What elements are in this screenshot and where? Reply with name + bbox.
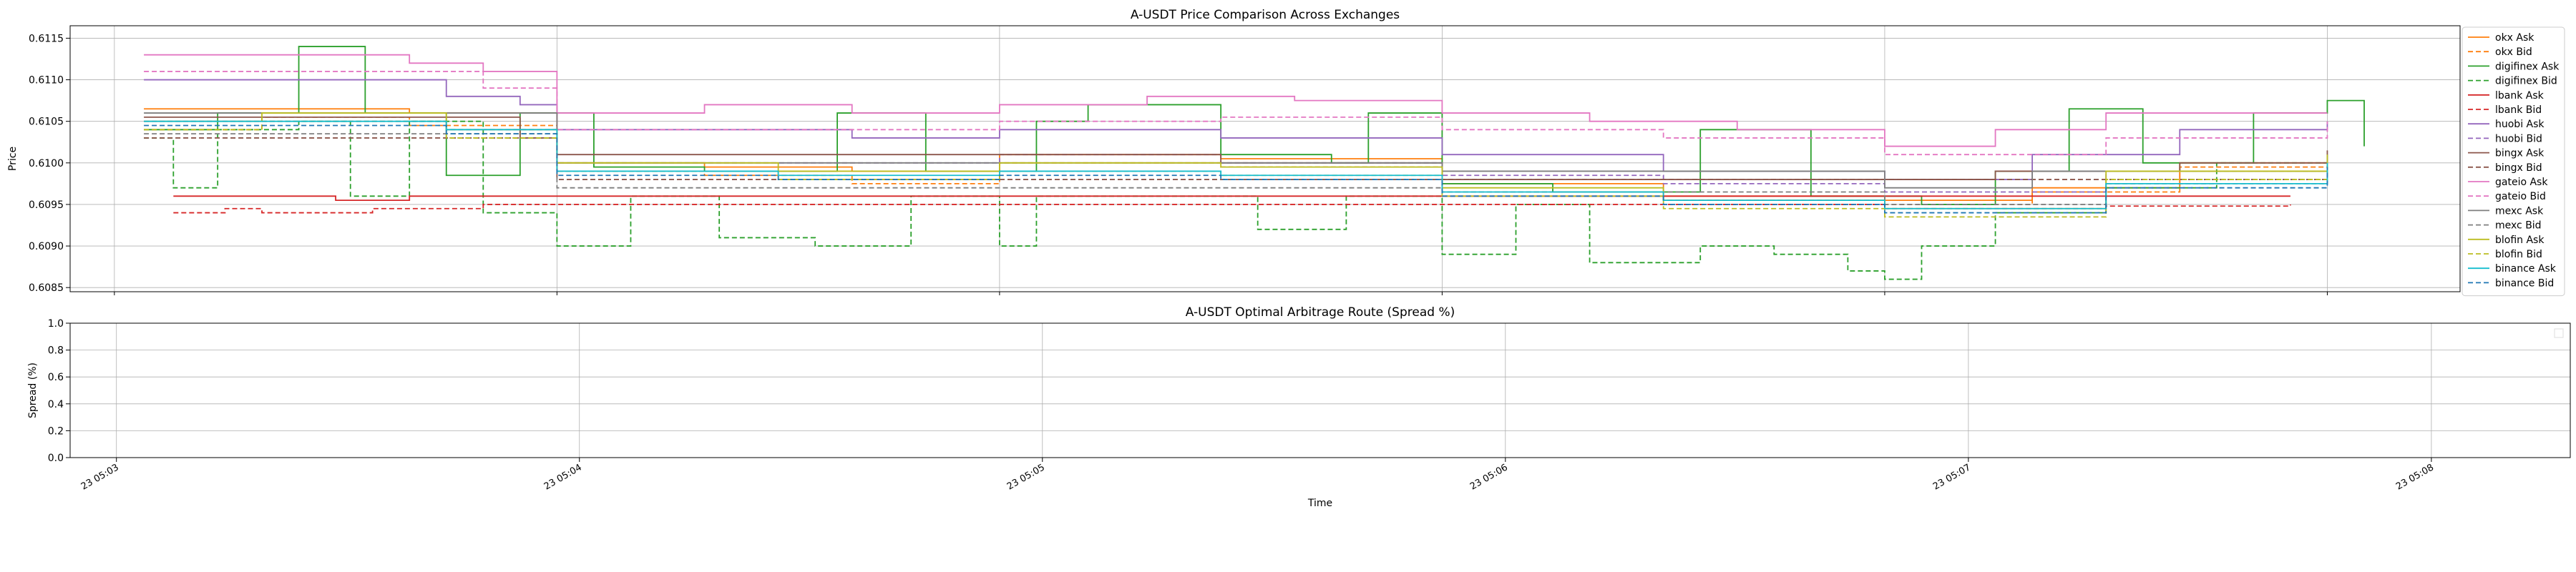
- series-line-binance-bid: [144, 124, 2328, 214]
- legend-label-huobi-ask: huobi Ask: [2495, 119, 2545, 130]
- price-chart-y-label: Price: [7, 147, 19, 171]
- legend-label-lbank-bid: lbank Bid: [2495, 104, 2542, 116]
- y-tick-label: 0.8: [48, 345, 64, 357]
- price-chart-series: [144, 46, 2365, 280]
- legend-label-binance-ask: binance Ask: [2495, 263, 2557, 275]
- series-line-lbank-ask: [173, 195, 2290, 202]
- price-chart-y-ticks: 0.6085 0.6090 0.6095 0.6100 0.6105 0.6110 0.61…: [29, 33, 70, 294]
- y-tick-label: 0.6085: [29, 282, 64, 294]
- legend-label-digifinex-bid: digifinex Bid: [2495, 76, 2557, 87]
- legend-label-binance-bid: binance Bid: [2495, 277, 2554, 289]
- y-tick-label: 0.4: [48, 399, 64, 410]
- series-line-bingx-bid: [144, 137, 2328, 180]
- series-line-gateio-bid: [144, 71, 2328, 156]
- spread-chart-legend-box: [2554, 328, 2564, 338]
- price-chart: A-USDT Price Comparison Across Exchanges…: [7, 8, 2565, 297]
- legend-label-bingx-bid: bingx Bid: [2495, 162, 2542, 174]
- y-tick-label: 0.0: [48, 453, 64, 464]
- legend-label-mexc-ask: mexc Ask: [2495, 205, 2544, 217]
- spread-chart-y-ticks: 0.0 0.2 0.4 0.6 0.8 1.0: [48, 318, 70, 464]
- legend-label-blofin-bid: blofin Bid: [2495, 249, 2542, 260]
- spread-chart-frame: [69, 322, 2571, 458]
- y-tick-label: 0.6100: [29, 158, 64, 169]
- y-tick-label: 0.6105: [29, 117, 64, 128]
- legend-label-blofin-ask: blofin Ask: [2495, 235, 2545, 246]
- price-chart-frame: [69, 25, 2461, 292]
- legend-label-okx-ask: okx Ask: [2495, 32, 2534, 44]
- price-chart-title: A-USDT Price Comparison Across Exchanges: [1131, 8, 1400, 22]
- legend-label-gateio-ask: gateio Ask: [2495, 177, 2548, 188]
- price-chart-legend: okx Ask okx Bid digifinex Ask digifinex Bid…: [2462, 26, 2565, 297]
- y-tick-label: 0.2: [48, 425, 64, 437]
- spread-chart-x-label: Time: [1307, 498, 1332, 509]
- price-chart-x-ticks: [114, 292, 2328, 295]
- series-line-digifinex-bid: [144, 120, 2328, 280]
- y-tick-label: 0.6110: [29, 75, 64, 87]
- legend-label-gateio-bid: gateio Bid: [2495, 191, 2546, 202]
- legend-label-mexc-bid: mexc Bid: [2495, 220, 2542, 232]
- legend-label-okx-bid: okx Bid: [2495, 46, 2532, 58]
- y-tick-label: 0.6115: [29, 33, 64, 44]
- legend-label-lbank-ask: lbank Ask: [2495, 90, 2545, 102]
- series-line-huobi-ask: [144, 79, 2328, 180]
- legend-label-huobi-bid: huobi Bid: [2495, 133, 2542, 144]
- y-tick-label: 1.0: [48, 318, 64, 330]
- spread-chart-y-label: Spread (%): [27, 363, 39, 418]
- y-tick-label: 0.6: [48, 372, 64, 383]
- series-line-binance-ask: [144, 120, 2328, 209]
- legend-box: [2462, 26, 2565, 297]
- legend-label-digifinex-ask: digifinex Ask: [2495, 61, 2560, 72]
- legend-label-bingx-ask: bingx Ask: [2495, 148, 2545, 159]
- spread-chart-title: A-USDT Optimal Arbitrage Route (Spread %…: [1186, 305, 1455, 320]
- y-tick-label: 0.6090: [29, 241, 64, 252]
- y-tick-label: 0.6095: [29, 199, 64, 211]
